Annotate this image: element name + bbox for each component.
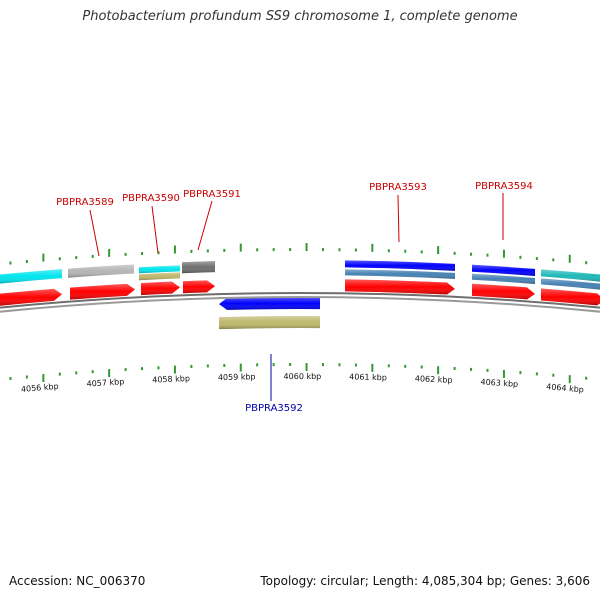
gene-label: PBPRA3593 [369, 182, 427, 193]
feature-shading [0, 269, 62, 284]
feature-shading [541, 269, 600, 282]
chromosome-backbone [0, 292, 600, 313]
feature-shading [183, 280, 215, 294]
scale-labels: 4056 kbp 4057 kbp 4058 kbp 4059 kbp 4060 kbp… [21, 372, 585, 394]
feature-shading [541, 288, 600, 306]
scale-label: 4060 kbp [284, 372, 322, 381]
feature-shading [141, 281, 180, 296]
scale-label: 4059 kbp [218, 372, 256, 382]
scale-label: 4058 kbp [152, 374, 190, 385]
gene-label: PBPRA3590 [122, 193, 180, 204]
accession-label: Accession: NC_006370 [9, 574, 146, 588]
scale-label: 4061 kbp [349, 372, 387, 382]
feature-shading [345, 260, 455, 271]
feature-shading [472, 273, 535, 284]
feature-shading [182, 261, 215, 274]
leader-line [151, 205, 159, 254]
gene-label: PBPRA3589 [56, 197, 114, 208]
feature-shading [345, 269, 455, 279]
feature-shading [345, 279, 455, 295]
leader-line [197, 200, 213, 251]
label-leader-lines [89, 193, 504, 401]
feature-shading [139, 272, 180, 281]
map-title: Photobacterium profundum SS9 chromosome … [82, 9, 518, 24]
gene-labels: PBPRA3589 PBPRA3590 PBPRA3591 PBPRA3592 PBPR… [56, 181, 533, 414]
feature-tracks [0, 260, 600, 330]
outer-scale-ticks [9, 243, 588, 265]
backbone-inner [0, 296, 600, 313]
scale-label: 4064 kbp [546, 382, 584, 394]
backbone-outer [0, 292, 600, 309]
feature-shading [68, 264, 134, 278]
feature-shading [472, 264, 535, 276]
scale-label: 4063 kbp [480, 377, 518, 388]
topology-label: Topology: circular; Length: 4,085,304 bp… [260, 574, 590, 588]
gene-label: PBPRA3592 [245, 403, 303, 414]
feature-shading [219, 296, 320, 310]
scale-label: 4056 kbp [21, 382, 59, 394]
feature-shading [70, 283, 135, 300]
feature-shading [219, 316, 320, 330]
gene-label: PBPRA3594 [475, 181, 533, 192]
scale-label: 4062 kbp [415, 374, 453, 385]
leader-line [89, 209, 100, 257]
feature-shading [139, 265, 180, 274]
gene-label: PBPRA3591 [183, 189, 241, 200]
scale-label: 4057 kbp [86, 377, 124, 388]
feature-shading [472, 283, 535, 300]
feature-shading [541, 278, 600, 290]
leader-line [397, 194, 400, 243]
inner-scale-ticks [9, 363, 588, 384]
feature-shading [0, 288, 62, 306]
